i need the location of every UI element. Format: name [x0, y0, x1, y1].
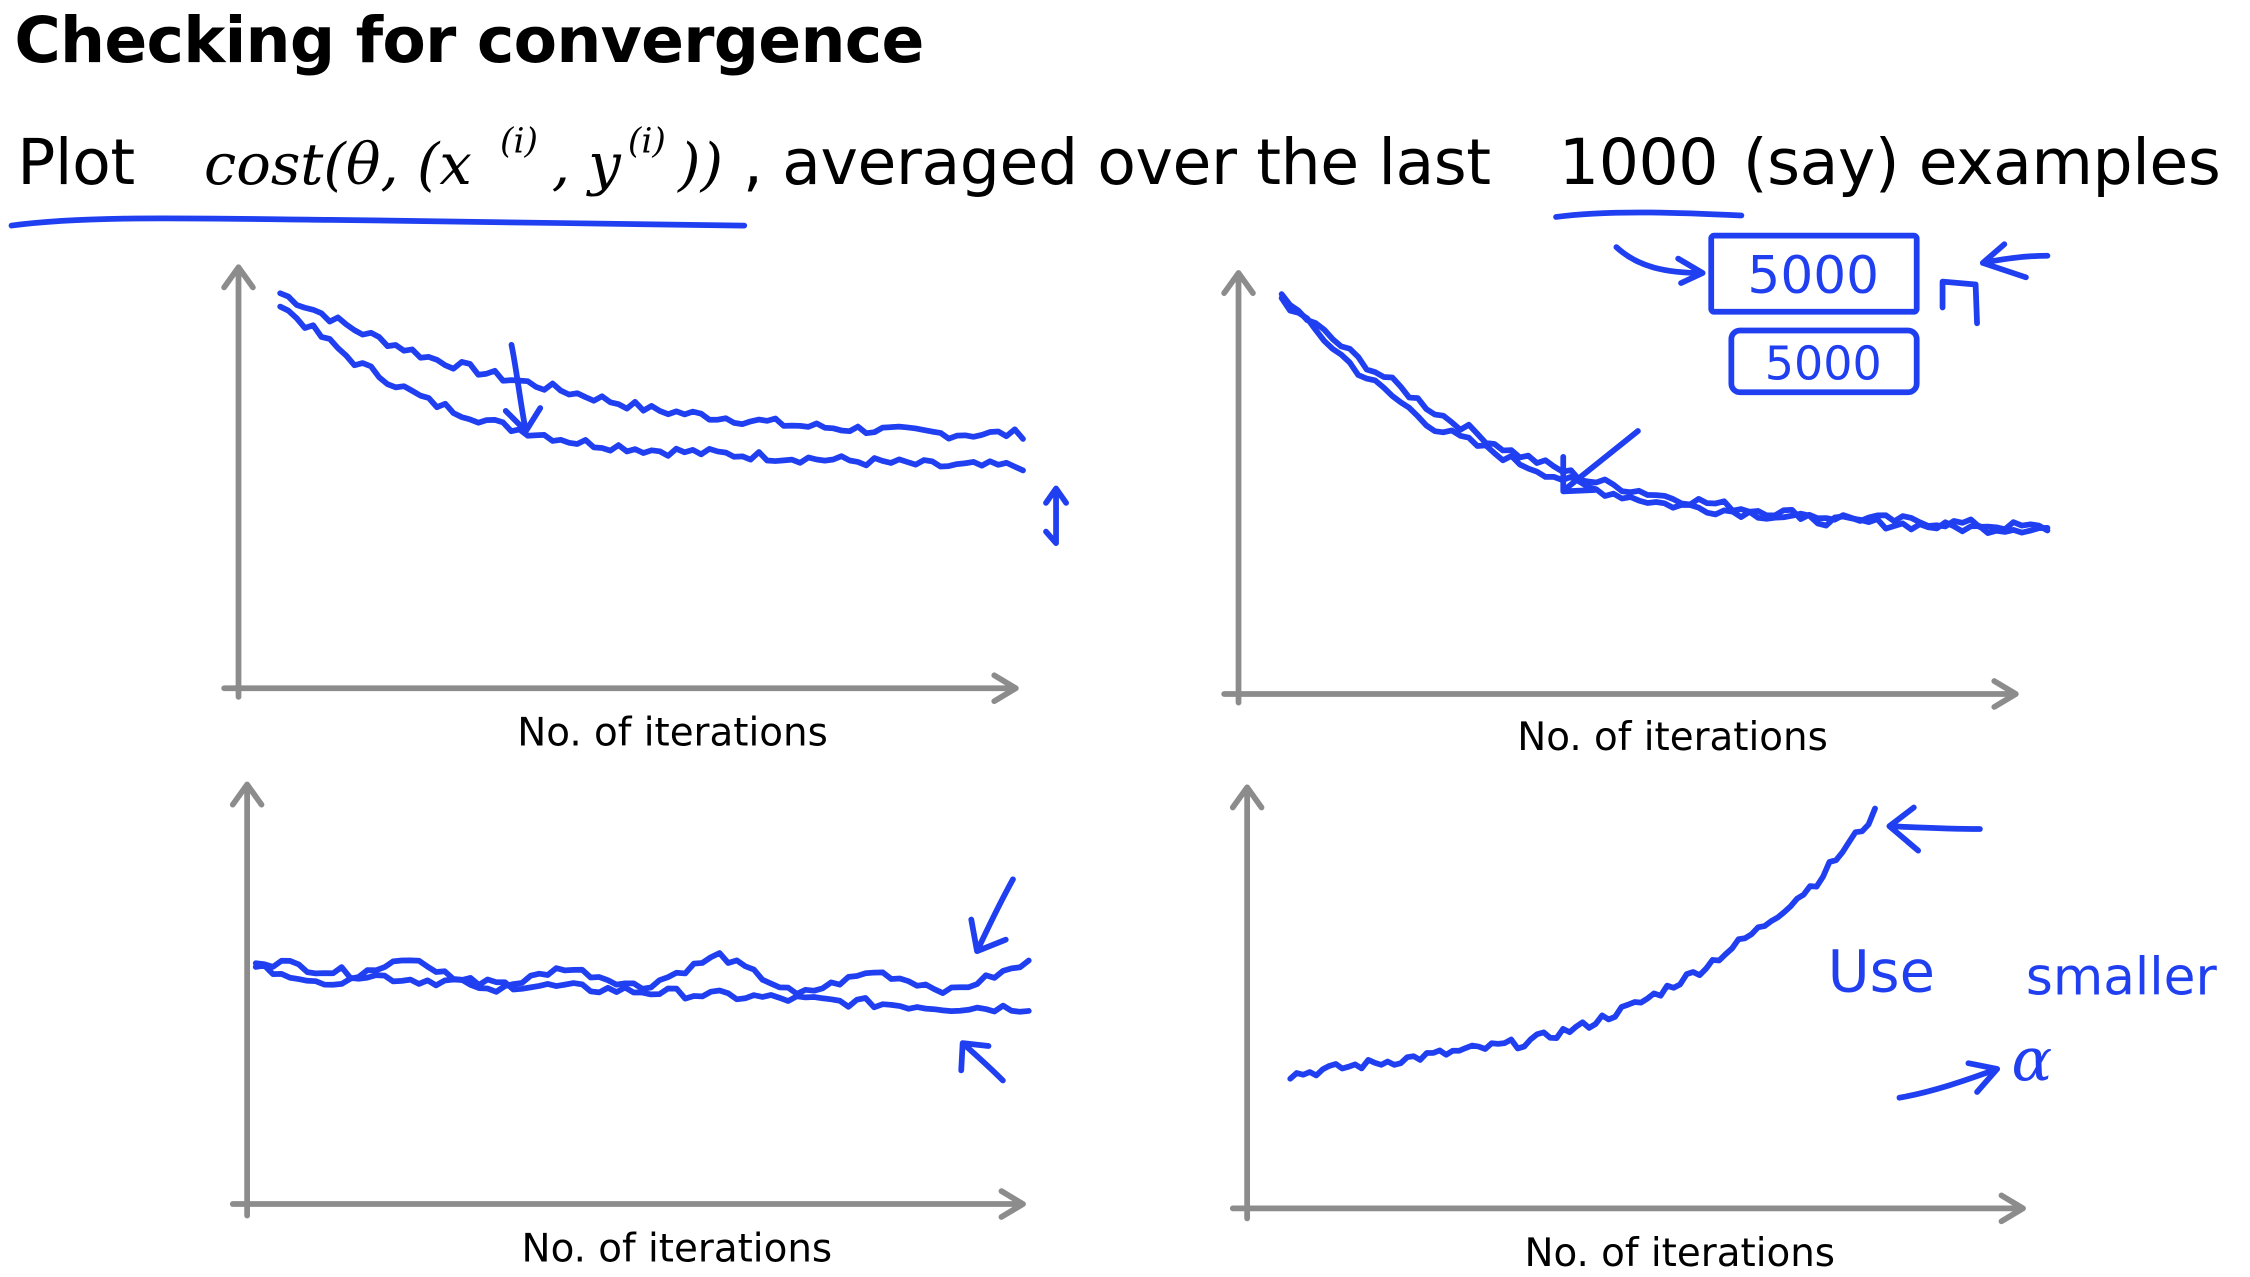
note-smaller: smaller: [2026, 947, 2218, 1007]
arrow-box-right: [1939, 241, 2051, 327]
chart-tr-series-1: [1278, 295, 2051, 536]
slide-title: Checking for convergence: [14, 4, 924, 78]
formula-sup-x: (i): [500, 120, 538, 161]
box-bottom-label: 5000: [1765, 336, 1882, 390]
chart-bl-series-0: [252, 950, 1032, 997]
formula-cost-fn: cost(θ, (x: [204, 132, 472, 199]
formula-sup-y: (i): [627, 120, 666, 161]
box-bottom: [1728, 327, 1920, 396]
chart-tl-series-1: [277, 303, 1026, 474]
box-top: [1708, 232, 1920, 315]
arrow-bl-down: [968, 876, 1016, 955]
underline-1000: [1553, 209, 1745, 220]
formula-end: )): [678, 132, 724, 199]
chart-tr-series-0: [1278, 291, 2051, 534]
chart-tl-xlabel: No. of iterations: [517, 711, 828, 756]
subtitle-number: 1000: [1558, 126, 1719, 200]
chart-br-series-0: [1287, 805, 1878, 1082]
arrow-br-left: [1886, 804, 1983, 854]
box-top-label: 5000: [1747, 246, 1879, 306]
chart-tr-axes: [1221, 270, 2019, 710]
chart-br-xlabel: No. of iterations: [1524, 1231, 1836, 1276]
arrow-tl-updown: [1043, 485, 1069, 546]
chart-bl-axes: [229, 781, 1026, 1220]
chart-bl-series-1: [252, 957, 1032, 1015]
note-alpha: α: [2012, 1025, 2053, 1095]
subtitle-text-after: (say) examples: [1742, 126, 2221, 200]
chart-traces: [252, 290, 2051, 1082]
subtitle-plot-word: Plot: [17, 126, 135, 200]
note-use: Use: [1828, 938, 1935, 1005]
arrow-tr-curve: [1560, 428, 1641, 495]
arrow-bl-up: [958, 1040, 1006, 1084]
formula-mid: , y: [551, 132, 621, 199]
subtitle-text-before: , averaged over the last: [742, 126, 1491, 200]
chart-tl-axes: [221, 264, 1019, 705]
chart-tr-xlabel: No. of iterations: [1517, 715, 1828, 761]
arrow-to-box: [1613, 244, 1706, 286]
chart-br-axes: [1229, 784, 2026, 1225]
chart-tl-series-0: [277, 290, 1026, 442]
chart-bl-xlabel: No. of iterations: [521, 1227, 833, 1272]
arrow-to-alpha: [1896, 1060, 2001, 1101]
underline-plot-formula: [8, 215, 748, 229]
arrow-tl-down: [502, 341, 544, 434]
